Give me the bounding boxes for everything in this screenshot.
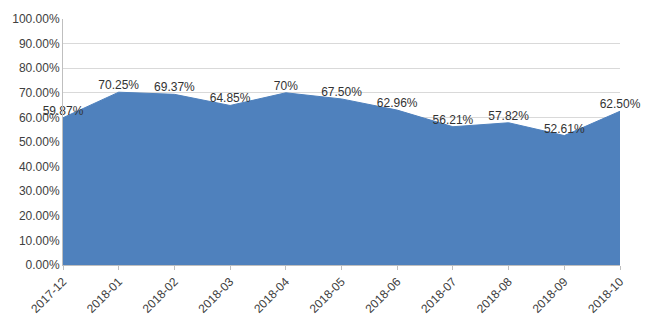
svg-text:64.85%: 64.85% bbox=[210, 91, 251, 105]
svg-text:0.00%: 0.00% bbox=[26, 258, 60, 272]
svg-text:60.00%: 60.00% bbox=[19, 111, 60, 125]
svg-text:70.00%: 70.00% bbox=[19, 86, 60, 100]
svg-text:57.82%: 57.82% bbox=[488, 109, 529, 123]
svg-text:2018-03: 2018-03 bbox=[195, 275, 236, 316]
svg-text:67.50%: 67.50% bbox=[321, 85, 362, 99]
svg-text:2018-06: 2018-06 bbox=[363, 275, 404, 316]
svg-text:2018-05: 2018-05 bbox=[307, 275, 348, 316]
svg-text:2018-02: 2018-02 bbox=[140, 275, 181, 316]
svg-text:70%: 70% bbox=[274, 79, 298, 93]
svg-text:80.00%: 80.00% bbox=[19, 61, 60, 75]
svg-text:90.00%: 90.00% bbox=[19, 37, 60, 51]
svg-text:52.61%: 52.61% bbox=[544, 122, 585, 136]
svg-text:50.00%: 50.00% bbox=[19, 135, 60, 149]
svg-text:30.00%: 30.00% bbox=[19, 184, 60, 198]
svg-text:62.96%: 62.96% bbox=[377, 96, 418, 110]
svg-text:56.21%: 56.21% bbox=[433, 113, 474, 127]
svg-text:2018-04: 2018-04 bbox=[251, 275, 292, 316]
svg-text:70.25%: 70.25% bbox=[98, 78, 139, 92]
svg-text:2018-01: 2018-01 bbox=[84, 275, 125, 316]
svg-text:40.00%: 40.00% bbox=[19, 160, 60, 174]
svg-text:2018-09: 2018-09 bbox=[530, 275, 571, 316]
svg-text:2017-12: 2017-12 bbox=[28, 275, 69, 316]
svg-text:2018-07: 2018-07 bbox=[418, 275, 459, 316]
svg-text:2018-10: 2018-10 bbox=[585, 275, 626, 316]
svg-text:10.00%: 10.00% bbox=[19, 234, 60, 248]
svg-text:62.50%: 62.50% bbox=[600, 97, 641, 111]
svg-text:69.37%: 69.37% bbox=[154, 80, 195, 94]
svg-text:2018-08: 2018-08 bbox=[474, 275, 515, 316]
svg-text:59.87%: 59.87% bbox=[43, 104, 84, 118]
svg-text:100.00%: 100.00% bbox=[12, 12, 60, 26]
svg-text:20.00%: 20.00% bbox=[19, 209, 60, 223]
